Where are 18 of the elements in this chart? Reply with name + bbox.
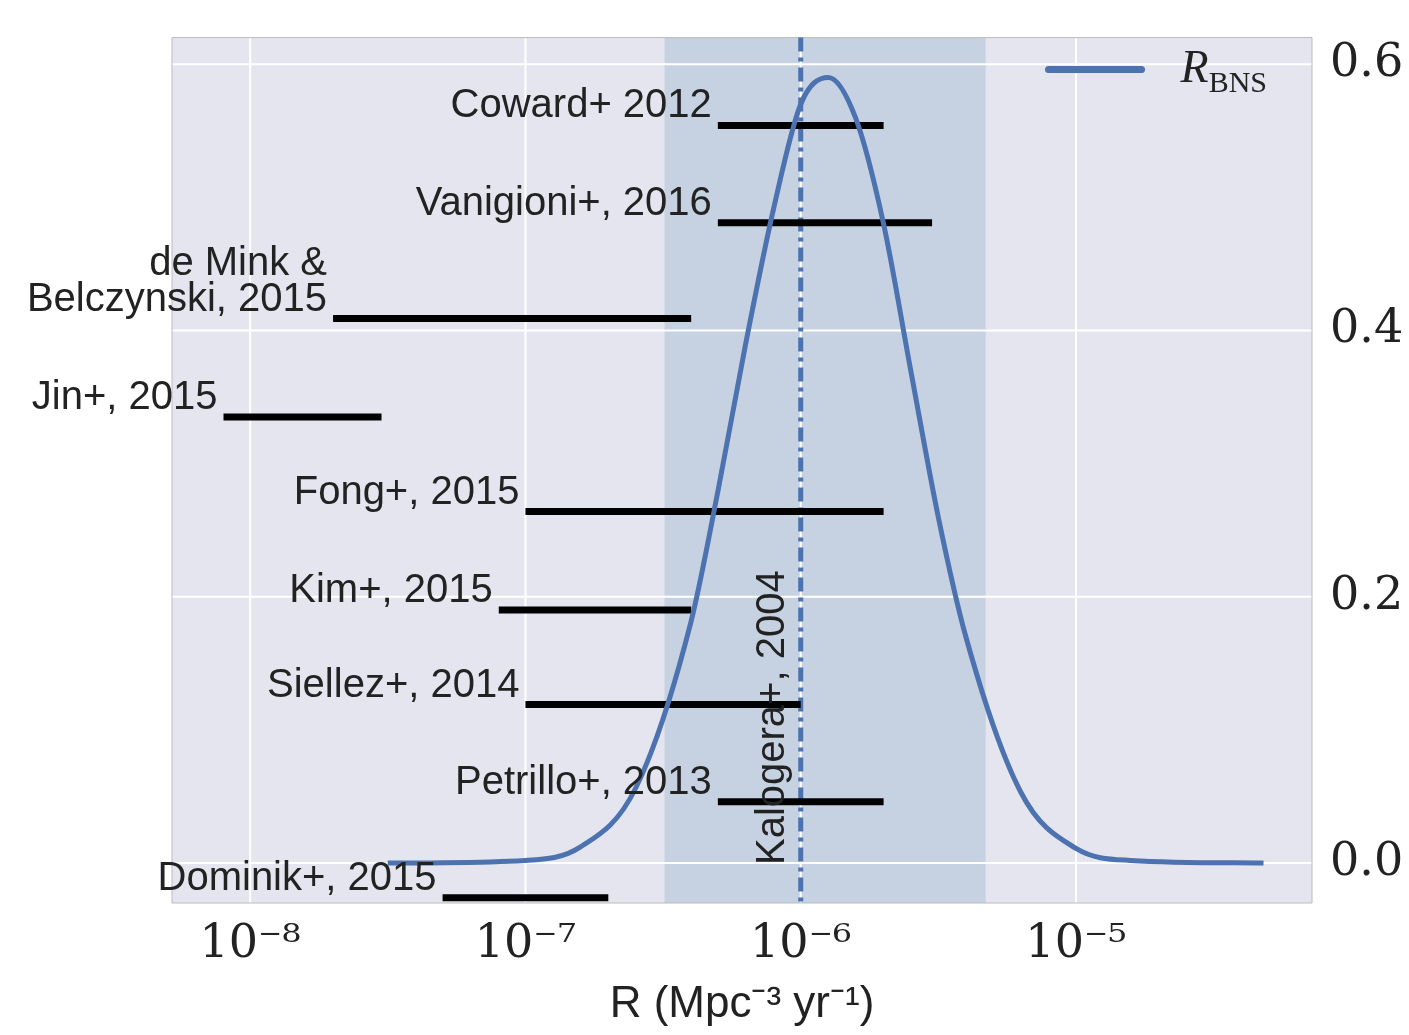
x-tick-label: 10⁻⁶ — [750, 913, 852, 968]
annotation: Vanigioni+, 2016 — [415, 178, 712, 223]
annotation: Coward+ 2012 — [450, 81, 712, 126]
legend-label: R$_{BNS}$ — [1180, 40, 1267, 100]
y-tick-label: 0.2 — [1330, 565, 1404, 620]
x-tick-label: 10⁻⁵ — [1025, 913, 1127, 968]
annotation: Jin+, 2015 — [31, 373, 218, 418]
annotation: Kim+, 2015 — [289, 566, 493, 611]
x-axis-title: R (Mpc⁻³ yr⁻¹) — [609, 976, 875, 1026]
y-tick-label: 0.4 — [1330, 299, 1404, 354]
y-tick-label: 0.6 — [1330, 33, 1404, 88]
y-tick-label: 0.0 — [1330, 832, 1404, 887]
annotation: de Mink & Belczynski, 2015 — [26, 238, 328, 319]
annotation: Siellez+, 2014 — [267, 660, 520, 705]
x-tick-label: 10⁻⁸ — [199, 913, 301, 968]
annotation: Fong+, 2015 — [293, 467, 520, 512]
x-tick-label: 10⁻⁷ — [474, 913, 577, 968]
annotation: Dominik+, 2015 — [157, 853, 437, 898]
